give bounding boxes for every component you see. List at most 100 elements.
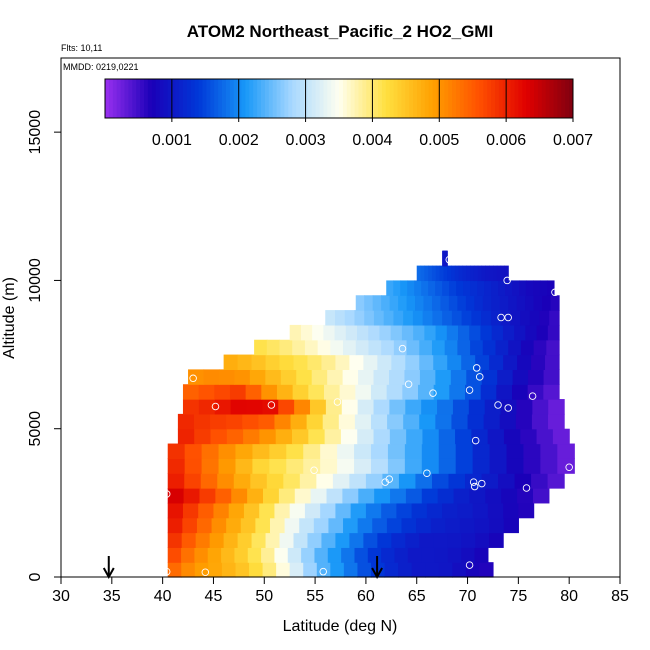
- colorbar-segment: [159, 79, 164, 118]
- heatmap-cell: [489, 354, 504, 370]
- heatmap-cell: [269, 443, 287, 459]
- heatmap-cell: [317, 339, 331, 356]
- heatmap-cell: [458, 324, 470, 341]
- colorbar-segment: [335, 79, 340, 118]
- sample-points: [162, 255, 573, 577]
- heatmap-cell: [557, 443, 575, 459]
- heatmap-cell: [286, 458, 304, 474]
- heatmap-cell: [498, 473, 516, 489]
- heatmap-cell: [512, 369, 529, 385]
- heatmap-cell: [354, 458, 372, 474]
- heatmap-cell: [289, 502, 306, 519]
- heatmap-cell: [349, 354, 364, 370]
- heatmap-cell: [195, 532, 211, 548]
- heatmap-cell: [405, 532, 420, 548]
- heatmap-cell: [437, 488, 455, 504]
- heatmap-cell: [357, 428, 375, 445]
- heatmap-cell: [454, 265, 460, 282]
- heatmap-cell: [503, 428, 521, 445]
- colorbar-segment: [417, 79, 422, 118]
- heatmap-cell: [469, 488, 486, 504]
- heatmap-cell: [283, 473, 301, 489]
- heatmap-cell: [492, 265, 498, 282]
- colorbar-segment: [144, 79, 149, 118]
- heatmap-cell: [529, 310, 541, 326]
- heatmap-cell: [416, 517, 432, 534]
- heatmap-cell: [289, 562, 304, 578]
- heatmap-cell: [290, 413, 308, 430]
- heatmap-cell: [208, 562, 223, 578]
- x-axis-label: Latitude (deg N): [283, 618, 398, 635]
- heatmap-cell: [370, 458, 389, 474]
- heatmap-cell: [335, 532, 350, 548]
- heatmap-cell: [210, 428, 228, 445]
- heatmap-cell: [184, 443, 203, 459]
- heatmap-cell: [379, 324, 392, 341]
- heatmap-cell: [422, 310, 433, 326]
- heatmap-cell: [401, 517, 417, 534]
- heatmap-cell: [435, 265, 441, 282]
- heatmap-cell: [365, 473, 384, 489]
- heatmap-cell: [370, 443, 389, 459]
- colorbar-tick-label: 0.003: [286, 132, 326, 149]
- sample-point: [471, 436, 480, 445]
- heatmap-cell: [198, 502, 215, 519]
- colorbar-segment: [444, 79, 449, 118]
- heatmap-cell: [481, 369, 498, 385]
- heatmap-cell: [472, 458, 491, 474]
- heatmap-cell: [540, 458, 558, 474]
- colorbar-segment: [151, 79, 157, 118]
- heatmap-cell: [531, 473, 549, 489]
- colorbar-segment: [194, 79, 200, 118]
- heatmap-cell: [320, 502, 337, 519]
- colorbar-segment: [424, 79, 430, 118]
- heatmap-cell: [506, 443, 525, 459]
- colorbar-segment: [272, 79, 278, 118]
- heatmap-cell: [439, 265, 445, 282]
- colorbar-segment: [183, 79, 188, 118]
- heatmap-cell: [381, 502, 397, 519]
- heatmap-cell: [433, 532, 448, 548]
- heatmap-cell: [254, 339, 268, 356]
- colorbar-segment: [514, 79, 519, 118]
- heatmap-cell: [487, 428, 505, 445]
- flights-annotation: Flts: 10,11: [61, 43, 102, 53]
- heatmap-cell: [512, 280, 520, 296]
- heatmap-cell: [321, 354, 337, 370]
- heatmap-cell: [484, 399, 502, 415]
- heatmap-cell: [323, 324, 336, 341]
- heatmap-cell: [402, 384, 419, 400]
- heatmap-cell: [308, 384, 325, 400]
- heatmap-cell: [266, 339, 281, 356]
- heatmap-cell: [545, 354, 560, 370]
- heatmap-cell: [296, 369, 313, 385]
- colorbar-segment: [179, 79, 184, 118]
- heatmap-cell: [440, 295, 450, 311]
- colorbar-segment: [456, 79, 461, 118]
- heatmap-cell: [412, 310, 424, 326]
- heatmap-cell: [373, 369, 390, 385]
- heatmap-cell: [463, 280, 471, 296]
- sample-point: [551, 288, 559, 297]
- heatmap-cell: [377, 354, 392, 370]
- heatmap-cell: [425, 562, 440, 578]
- heatmap-cell: [498, 280, 506, 296]
- heatmap-cell: [481, 473, 499, 489]
- heatmap-cell: [466, 265, 471, 282]
- colorbar-segment: [432, 79, 437, 118]
- colorbar-segment: [534, 79, 539, 118]
- heatmap-cell: [487, 502, 504, 519]
- heatmap-cell: [330, 562, 345, 578]
- heatmap-cell: [274, 413, 292, 430]
- x-tick-label: 50: [255, 588, 273, 605]
- heatmap-cell: [292, 428, 309, 445]
- heatmap-cell: [407, 547, 422, 563]
- colorbar-segment: [471, 79, 476, 118]
- sample-point: [398, 344, 407, 353]
- heatmap-cell: [447, 532, 462, 548]
- heatmap-cell: [330, 339, 344, 356]
- heatmap-cell: [377, 532, 392, 548]
- heatmap-cell: [181, 562, 196, 578]
- heatmap-cell: [201, 458, 220, 474]
- colorbar-segment: [553, 79, 558, 118]
